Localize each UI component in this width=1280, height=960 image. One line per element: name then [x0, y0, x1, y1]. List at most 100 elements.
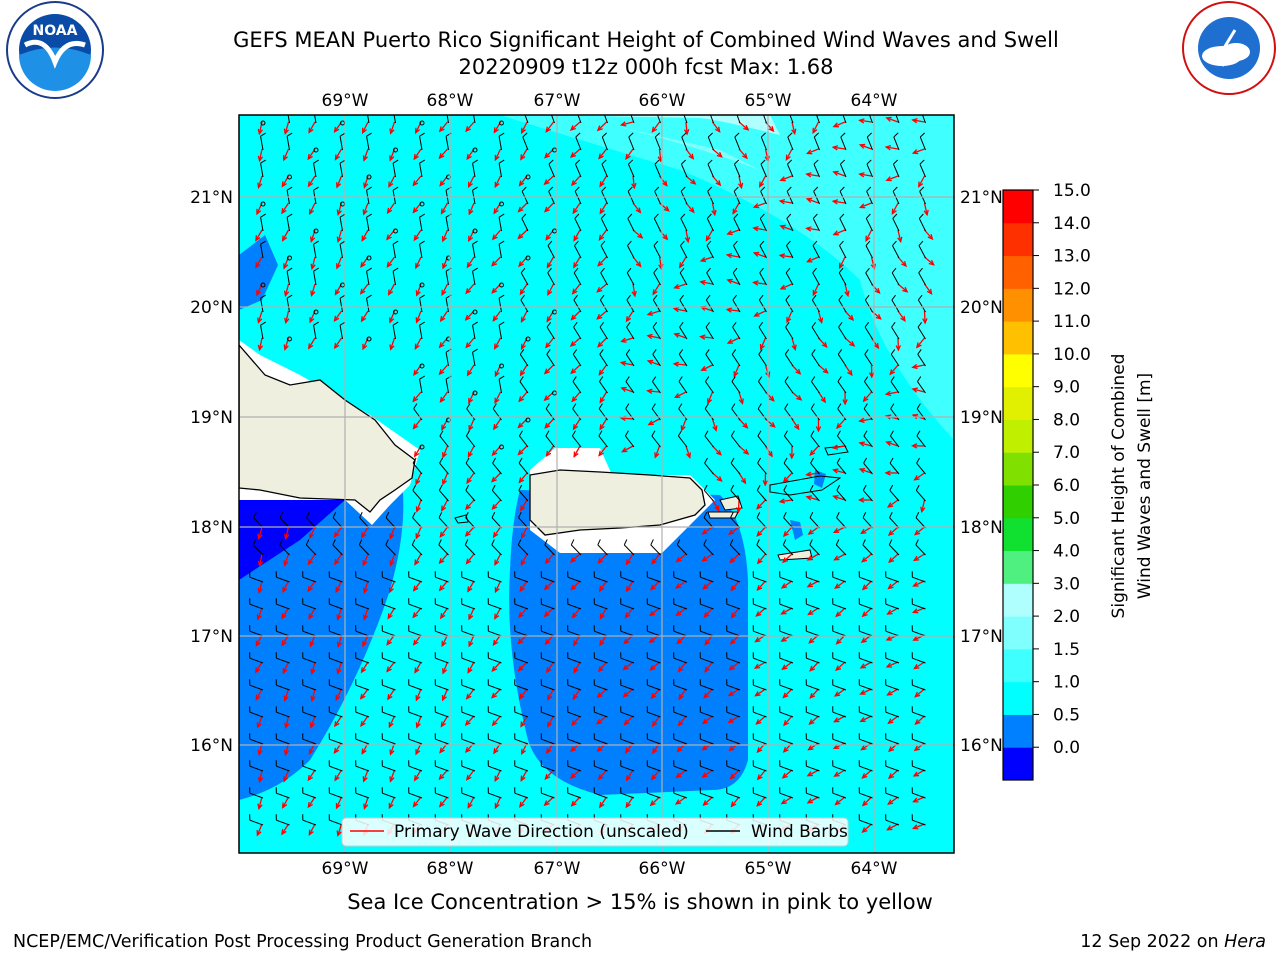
wind-barb [599, 376, 608, 394]
wind-barb [411, 539, 423, 556]
wave-direction-arrow [282, 148, 290, 162]
wind-barb [863, 403, 873, 421]
wave-direction-arrow [832, 526, 846, 533]
wind-barb [498, 294, 505, 313]
wind-barb [434, 625, 449, 637]
wind-barb [707, 132, 714, 151]
wind-barb [419, 294, 425, 313]
lat-label-right: 21°N [960, 188, 1003, 208]
wave-direction-arrow [699, 334, 713, 340]
wind-barb [499, 444, 504, 450]
wind-barb [275, 598, 290, 610]
wave-direction-arrow [861, 823, 872, 834]
wind-barb [862, 539, 873, 556]
wave-direction-arrow [520, 553, 528, 566]
wave-direction-arrow [659, 229, 669, 241]
wind-barb [572, 403, 582, 421]
wave-direction-arrow [712, 472, 723, 482]
lon-label-top: 67°W [534, 91, 581, 111]
wave-direction-arrow [360, 661, 369, 674]
wave-direction-arrow [440, 202, 449, 215]
wave-direction-arrow [805, 471, 819, 477]
wave-direction-arrow [649, 796, 660, 807]
colorbar-label-line1: Significant Height of Combined [1109, 354, 1129, 619]
wind-barb [733, 213, 741, 232]
colorbar-tick-label: 3.0 [1053, 574, 1080, 594]
wind-barb [302, 652, 317, 664]
wave-direction-arrow [388, 715, 396, 729]
wind-barb [598, 403, 608, 421]
wave-zone-2.5 [540, 115, 780, 135]
wind-barb [832, 760, 847, 772]
wind-barb [275, 733, 290, 745]
wave-direction-arrow [680, 418, 687, 432]
wind-barb [681, 159, 688, 178]
wind-barb [366, 336, 372, 342]
wind-barb [313, 147, 319, 153]
wind-barb [858, 760, 873, 772]
wave-direction-arrow [491, 472, 501, 483]
wind-barb [499, 120, 504, 126]
wind-barb [593, 787, 608, 799]
wave-direction-arrow [597, 337, 607, 348]
wind-barb [652, 294, 661, 313]
wave-direction-arrow [545, 121, 555, 133]
wave-direction-arrow [779, 283, 793, 290]
wave-direction-arrow [806, 580, 819, 588]
wave-direction-arrow [675, 769, 687, 779]
wave-direction-arrow [363, 796, 369, 810]
chart-subtitle: 20220909 t12z 000h fcst Max: 1.68 [458, 55, 834, 79]
wind-barb [707, 159, 714, 178]
wave-direction-arrow [911, 387, 925, 393]
wind-barb [646, 787, 661, 799]
wind-barb [805, 706, 820, 718]
wave-direction-arrow [871, 283, 881, 295]
wind-barb [381, 598, 396, 610]
wind-barb [260, 201, 266, 207]
wave-direction-arrow [620, 337, 634, 343]
wind-barb [812, 213, 820, 232]
colorbar-tick-label: 4.0 [1053, 542, 1080, 562]
wind-barb [730, 484, 741, 502]
wave-direction-arrow [494, 148, 502, 162]
wind-barb [832, 787, 847, 799]
wind-barb [918, 267, 926, 286]
wave-direction-arrow [309, 634, 316, 648]
wave-direction-arrow [519, 580, 528, 593]
wave-direction-arrow [786, 310, 793, 324]
wind-barb [890, 376, 900, 394]
wave-direction-arrow [649, 661, 660, 671]
wave-direction-arrow [858, 467, 872, 474]
wind-barb [810, 457, 820, 475]
wind-barb [567, 733, 582, 745]
wave-direction-arrow [913, 742, 925, 752]
wind-barb [835, 539, 847, 556]
colorbar-segment [1003, 616, 1033, 650]
wind-barb [286, 213, 293, 232]
wave-direction-arrow [573, 256, 581, 269]
wave-direction-arrow [544, 553, 554, 565]
wind-barb [419, 120, 425, 126]
wave-direction-arrow [778, 253, 793, 259]
wave-direction-arrow [726, 229, 740, 236]
wave-direction-arrow [844, 283, 850, 298]
wind-barb [381, 625, 396, 637]
wind-barb [779, 598, 794, 610]
wave-direction-arrow [871, 310, 882, 320]
wave-direction-arrow [631, 175, 637, 190]
wind-barb [858, 814, 873, 826]
wind-barb [811, 376, 820, 394]
wave-direction-arrow [781, 661, 793, 671]
wave-direction-arrow [256, 823, 263, 837]
wind-barb [646, 571, 661, 583]
wave-direction-arrow [619, 360, 634, 367]
wave-direction-arrow [778, 498, 793, 504]
wave-zone-1.5 [500, 115, 954, 440]
wave-direction-arrow [858, 118, 872, 124]
wind-barb [734, 159, 741, 178]
wind-barb [472, 267, 478, 286]
lon-label-bottom: 69°W [322, 859, 369, 879]
wind-barb [726, 706, 741, 718]
wave-direction-arrow [335, 688, 343, 702]
wave-direction-arrow [699, 279, 713, 286]
